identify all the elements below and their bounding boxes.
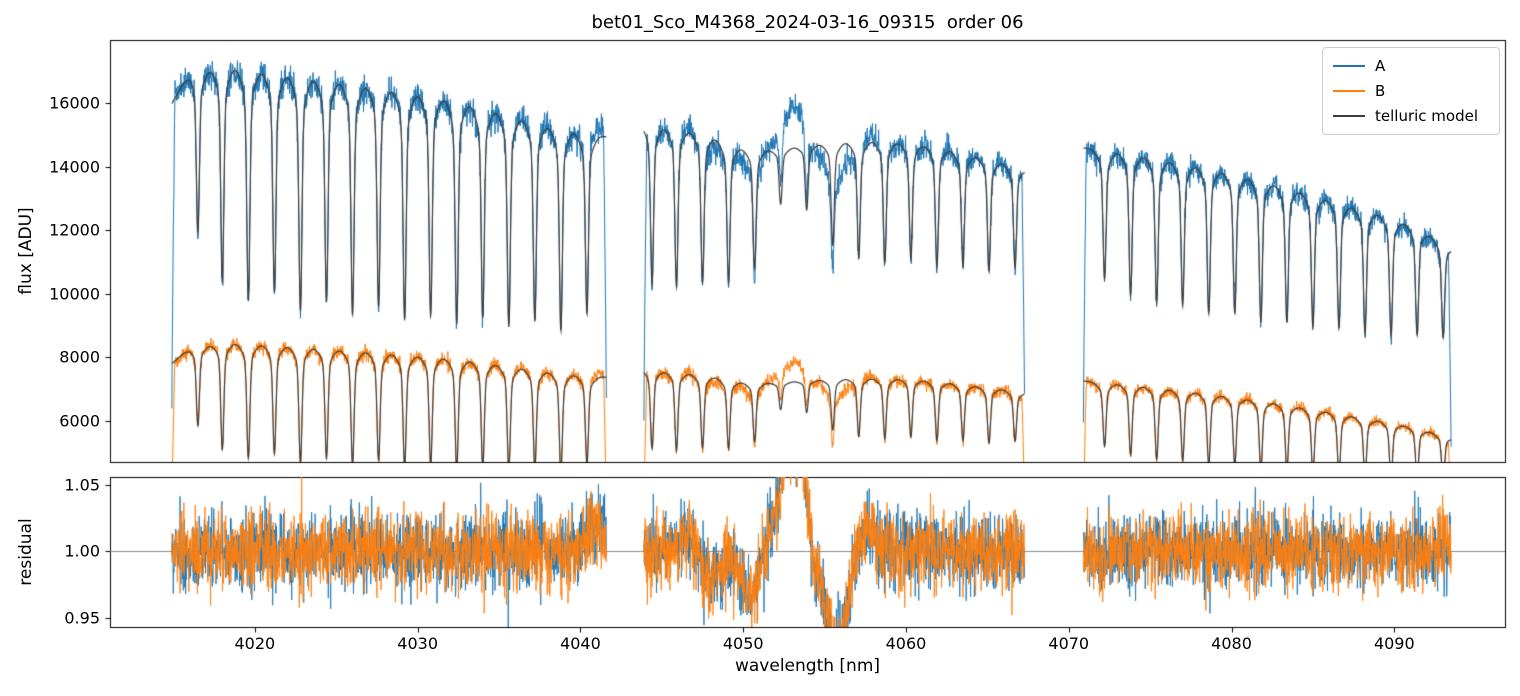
y-tick-label-residual: 1.05 [64, 475, 100, 495]
y-tick-label-flux: 16000 [49, 93, 100, 113]
x-tick-label: 4070 [1048, 634, 1090, 653]
y-tick-label-residual: 0.95 [64, 608, 100, 628]
legend-label: B [1375, 82, 1386, 100]
legend-entry-a: A [1333, 56, 1489, 76]
y-tick-label-flux: 12000 [49, 220, 100, 240]
legend-entry-telluric-model: telluric model [1333, 106, 1489, 126]
y-tick-label-flux: 6000 [59, 411, 100, 431]
legend-entry-b: B [1333, 81, 1489, 101]
y-tick-label-flux: 14000 [49, 157, 100, 177]
legend-label: telluric model [1375, 107, 1479, 125]
x-tick-label: 4060 [885, 634, 927, 653]
plot-title: bet01_Sco_M4368_2024-03-16_09315 order 0… [591, 12, 1024, 33]
y-tick-label-flux: 8000 [59, 347, 100, 367]
y-tick-label-residual: 1.00 [64, 541, 100, 561]
x-tick-label: 4090 [1373, 634, 1415, 653]
x-tick-label: 4080 [1211, 634, 1252, 653]
xlabel-wavelength: wavelength [nm] [734, 656, 881, 676]
legend-label: A [1375, 57, 1386, 75]
x-tick-label: 4030 [397, 634, 438, 653]
x-tick-label: 4020 [234, 634, 276, 653]
legend-line-sample [1333, 65, 1365, 67]
x-tick-label: 4050 [722, 634, 764, 653]
legend-line-sample [1333, 115, 1365, 117]
y-tick-label-flux: 10000 [49, 284, 100, 304]
x-tick-label: 4040 [560, 634, 601, 653]
legend-line-sample [1333, 90, 1365, 92]
